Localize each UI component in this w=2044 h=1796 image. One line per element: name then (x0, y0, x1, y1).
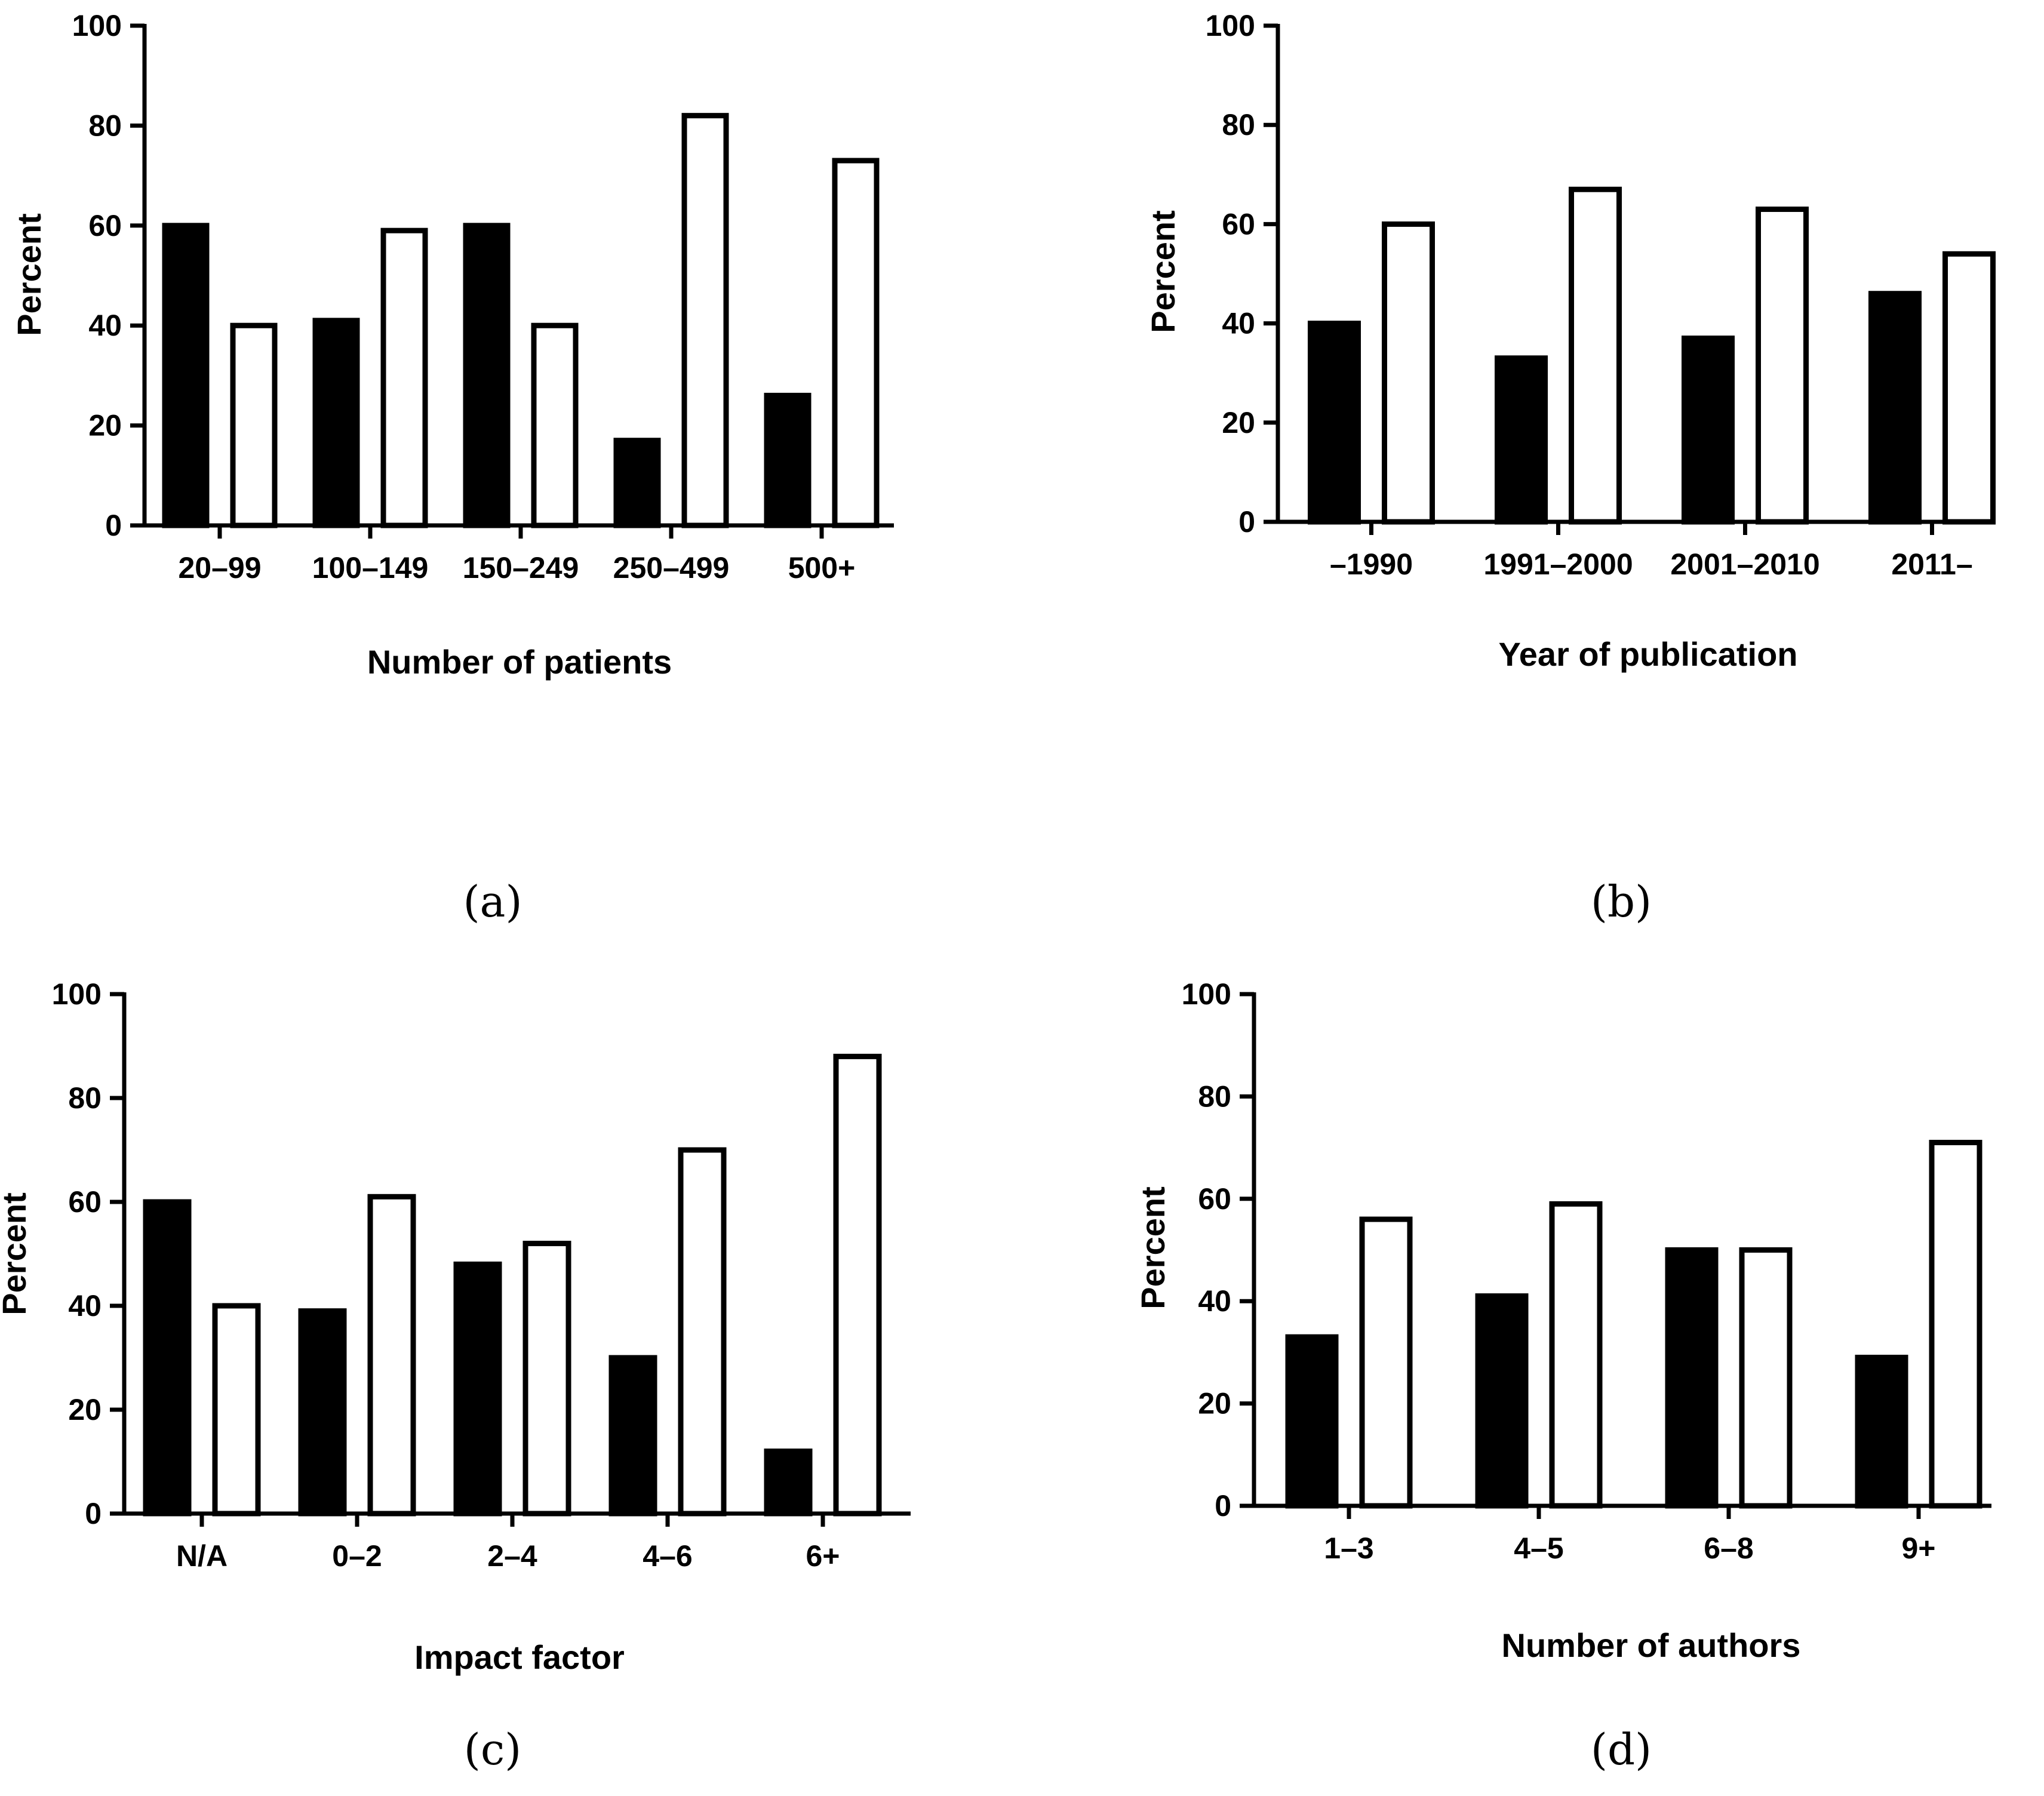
y-tick-label: 80 (68, 1081, 102, 1115)
y-tick-label: 0 (1215, 1489, 1231, 1523)
chart-panel-b: 0 20 40 60 80 100 –1990 1991–2000 2001–2010 2011–… (1144, 9, 1996, 927)
chart-panel-a: 0 20 40 60 80 100 20–99 100–149 150–249 250–499 50… (10, 9, 894, 927)
y-tick-label: 60 (1198, 1182, 1231, 1216)
x-tick-label: N/A (176, 1539, 228, 1573)
bar-black-2 (1665, 1247, 1719, 1509)
chart-panel-d: 0 20 40 60 80 100 1–3 4–5 6–8 9+ Percent Number of … (1134, 977, 1991, 1775)
bar-white-2 (1756, 206, 1809, 525)
x-tick-label: 4–5 (1514, 1531, 1563, 1565)
bar-white-3 (1929, 1140, 1982, 1509)
bar-black-4 (764, 392, 812, 528)
bar-black-2 (1682, 336, 1735, 525)
chart-panel-c: 0 20 40 60 80 100 N/A 0–2 2–4 4–6 6+ Percent Impact … (0, 977, 911, 1775)
y-tick-label: 60 (68, 1185, 102, 1219)
bar-white-0 (230, 322, 278, 528)
bar-black-1 (1495, 355, 1548, 525)
y-tick-label: 80 (88, 109, 122, 142)
bar-black-4 (764, 1449, 813, 1517)
x-tick-label: 4–6 (643, 1539, 692, 1573)
x-tick-label: 100–149 (312, 551, 429, 585)
bar-black-1 (1475, 1293, 1529, 1509)
bar-white-3 (1942, 251, 1996, 525)
bar-black-2 (453, 1261, 502, 1517)
x-tick-label: 2–4 (487, 1539, 537, 1573)
y-tick-label: 0 (1238, 505, 1255, 539)
bar-black-0 (1285, 1334, 1339, 1509)
y-tick-label: 40 (68, 1289, 102, 1323)
x-tick-label: 1–3 (1324, 1531, 1373, 1565)
y-tick-label: 40 (1222, 307, 1255, 340)
bar-black-0 (162, 223, 210, 528)
x-tick-label: 250–499 (613, 551, 730, 585)
bar-white-1 (367, 1194, 416, 1517)
bar-white-3 (678, 1147, 727, 1517)
y-tick-label: 20 (1222, 406, 1255, 439)
x-tick-label: 1991–2000 (1483, 548, 1633, 581)
y-axis-title: Percent (0, 1192, 33, 1315)
x-tick-label: 20–99 (178, 551, 261, 585)
panel-label: (d) (1591, 1724, 1652, 1775)
y-tick-label: 100 (52, 977, 102, 1011)
x-tick-label: 0–2 (332, 1539, 382, 1573)
x-axis-title: Year of publication (1499, 635, 1798, 673)
y-tick-label: 80 (1222, 108, 1255, 142)
bar-white-0 (212, 1303, 261, 1517)
y-tick-label: 60 (1222, 207, 1255, 241)
x-tick-label: –1990 (1330, 548, 1413, 581)
bar-white-2 (522, 1241, 571, 1517)
bar-white-2 (531, 322, 579, 528)
bar-white-4 (833, 1053, 882, 1517)
y-axis-title: Percent (1134, 1186, 1172, 1309)
panel-label: (b) (1591, 877, 1652, 927)
bar-white-0 (1359, 1216, 1413, 1509)
bar-white-1 (1569, 186, 1622, 525)
bar-black-1 (298, 1308, 347, 1517)
x-tick-label: 9+ (1901, 1531, 1935, 1565)
x-axis-title: Number of patients (367, 643, 672, 681)
x-axis-title: Impact factor (414, 1638, 625, 1676)
y-axis-title: Percent (10, 213, 48, 336)
bar-black-3 (613, 438, 661, 528)
x-tick-label: 6–8 (1704, 1531, 1753, 1565)
x-tick-label: 2001–2010 (1670, 548, 1819, 581)
panel-label: (c) (464, 1724, 522, 1775)
bar-black-1 (312, 318, 360, 528)
panel-label: (a) (463, 877, 522, 927)
bar-white-3 (681, 113, 729, 528)
bar-black-0 (1308, 321, 1361, 525)
bar-black-2 (463, 223, 511, 528)
y-tick-label: 0 (85, 1497, 102, 1530)
y-tick-label: 40 (1198, 1284, 1231, 1318)
y-tick-label: 100 (1182, 977, 1231, 1011)
x-tick-label: 500+ (788, 551, 856, 585)
y-tick-label: 100 (72, 9, 122, 42)
y-tick-label: 20 (88, 409, 122, 442)
y-tick-label: 40 (88, 309, 122, 342)
y-tick-label: 20 (68, 1393, 102, 1426)
x-tick-label: 2011– (1891, 548, 1972, 581)
bar-black-0 (143, 1199, 192, 1517)
bar-black-3 (1868, 291, 1922, 525)
bar-black-3 (608, 1355, 657, 1517)
bar-white-1 (380, 227, 428, 528)
x-tick-label: 150–249 (463, 551, 579, 585)
y-tick-label: 100 (1206, 9, 1255, 42)
bar-white-0 (1382, 221, 1435, 525)
bar-black-3 (1855, 1354, 1908, 1509)
bar-white-2 (1739, 1247, 1793, 1509)
y-tick-label: 80 (1198, 1080, 1231, 1113)
y-axis-title: Percent (1144, 210, 1182, 333)
bar-white-1 (1549, 1201, 1603, 1509)
bar-white-4 (832, 158, 880, 528)
x-tick-label: 6+ (806, 1539, 840, 1573)
y-tick-label: 60 (88, 209, 122, 242)
x-axis-title: Number of authors (1502, 1626, 1801, 1664)
y-tick-label: 20 (1198, 1387, 1231, 1420)
y-tick-label: 0 (105, 509, 122, 542)
